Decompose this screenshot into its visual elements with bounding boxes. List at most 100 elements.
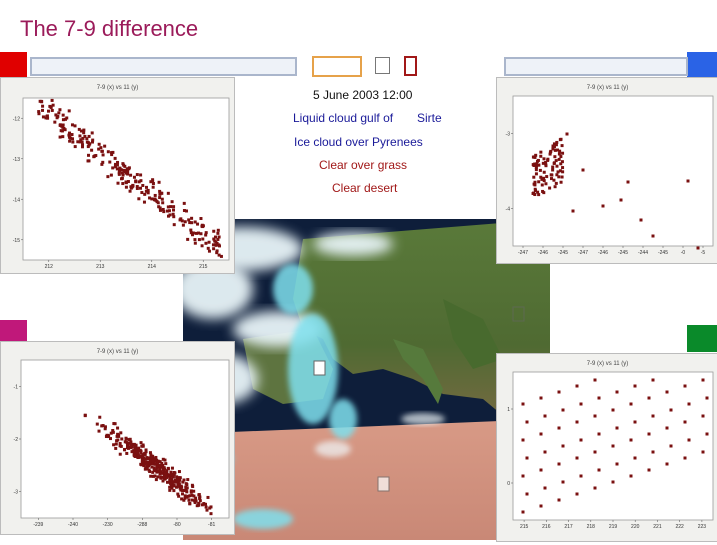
scatter-point bbox=[212, 229, 216, 233]
scatter-point bbox=[215, 241, 219, 245]
scatter-point bbox=[132, 175, 136, 179]
scatter-point bbox=[137, 180, 141, 184]
scatter-point bbox=[94, 154, 98, 158]
scatter-point bbox=[90, 140, 94, 144]
scatter-point bbox=[194, 231, 198, 235]
scatter-point bbox=[73, 124, 77, 128]
scatter-point bbox=[106, 175, 110, 179]
scatter-point bbox=[41, 104, 45, 108]
scatter-point bbox=[100, 149, 104, 153]
scatter-point bbox=[170, 480, 174, 484]
scatter-point bbox=[525, 492, 529, 496]
x-tick-label: 221 bbox=[653, 524, 662, 530]
scatter-point bbox=[179, 488, 183, 492]
scatter-point bbox=[542, 191, 546, 195]
scatter-point bbox=[200, 244, 204, 248]
scatter-point bbox=[181, 480, 185, 484]
scatter-point bbox=[193, 241, 197, 245]
scatter-point bbox=[132, 450, 136, 454]
scatter-point bbox=[536, 158, 540, 162]
x-tick-label: 223 bbox=[698, 524, 707, 530]
scatter-point bbox=[129, 173, 133, 177]
scatter-point bbox=[123, 170, 127, 174]
scatter-point bbox=[141, 183, 145, 187]
scatter-point bbox=[216, 237, 220, 241]
scatter-point bbox=[696, 246, 700, 250]
scatter-point bbox=[629, 438, 633, 442]
scatter-point bbox=[119, 431, 123, 435]
scatter-point bbox=[561, 151, 565, 155]
scatter-point bbox=[534, 172, 538, 176]
scatter-point bbox=[537, 180, 541, 184]
scatter-point bbox=[125, 441, 129, 445]
scatter-point bbox=[191, 233, 195, 237]
scatter-point bbox=[67, 135, 71, 139]
scatter-point bbox=[144, 450, 148, 454]
scatter-point bbox=[54, 113, 58, 117]
y-tick-label: 0 bbox=[507, 481, 510, 487]
scatter-point bbox=[194, 496, 198, 500]
scatter-point bbox=[164, 462, 168, 466]
scatter-point bbox=[170, 466, 174, 470]
scatter-point bbox=[131, 183, 135, 187]
scatter-point bbox=[545, 175, 549, 179]
scatter-point bbox=[82, 128, 86, 132]
x-tick-label: -247 bbox=[518, 250, 528, 256]
x-tick-label: -245 bbox=[558, 250, 568, 256]
scatter-point bbox=[208, 506, 212, 510]
scatter-point bbox=[579, 474, 583, 478]
scatter-point bbox=[647, 432, 651, 436]
scatter-point bbox=[701, 378, 705, 382]
scatter-point bbox=[167, 209, 171, 213]
scatter-point bbox=[705, 396, 709, 400]
scatter-point bbox=[170, 200, 174, 204]
scatter-point bbox=[97, 429, 101, 433]
scatter-point bbox=[182, 488, 186, 492]
scatter-point bbox=[50, 108, 54, 112]
scatter-point bbox=[116, 426, 120, 430]
scatter-point bbox=[639, 218, 643, 222]
scatter-point bbox=[615, 390, 619, 394]
scatter-point bbox=[166, 205, 170, 209]
scatter-point bbox=[174, 485, 178, 489]
scatter-point bbox=[87, 134, 91, 138]
x-tick-label: -0 bbox=[681, 250, 686, 256]
scatter-point bbox=[151, 459, 155, 463]
y-tick-label: -2 bbox=[14, 437, 19, 443]
scatter-point bbox=[172, 223, 176, 227]
annot-ice-cloud: Ice cloud over Pyrenees bbox=[294, 135, 423, 149]
scatter-point bbox=[542, 157, 546, 161]
scatter-point bbox=[139, 462, 143, 466]
scatter-point bbox=[687, 438, 691, 442]
scatter-point bbox=[190, 493, 194, 497]
scatter-point bbox=[216, 228, 220, 232]
scatter-point bbox=[542, 176, 546, 180]
scatter-point bbox=[95, 422, 99, 426]
scatter-point bbox=[183, 494, 187, 498]
x-tick-label: 213 bbox=[96, 264, 105, 270]
scatter-point bbox=[121, 173, 125, 177]
scatter-point bbox=[166, 474, 170, 478]
scatter-point bbox=[152, 466, 156, 470]
scatter-point bbox=[115, 434, 119, 438]
annot-liquid-cloud: Liquid cloud gulf of bbox=[293, 111, 394, 125]
scatter-point bbox=[53, 120, 57, 124]
x-tick-label: 214 bbox=[148, 264, 157, 270]
scatter-point bbox=[61, 113, 65, 117]
scatter-point bbox=[633, 384, 637, 388]
scatter-point bbox=[147, 456, 151, 460]
scatter-point bbox=[669, 408, 673, 412]
scatter-point bbox=[533, 155, 537, 159]
x-tick-label: -239 bbox=[33, 522, 43, 528]
scatter-point bbox=[206, 246, 210, 250]
scatter-point bbox=[46, 116, 50, 120]
scatter-point bbox=[146, 191, 150, 195]
scatter-point bbox=[199, 217, 203, 221]
scatter-point bbox=[539, 468, 543, 472]
scatter-point bbox=[542, 179, 546, 183]
scatter-point bbox=[151, 470, 155, 474]
scatter-point bbox=[143, 192, 147, 196]
scatter-point bbox=[153, 474, 157, 478]
scatter-point bbox=[71, 140, 75, 144]
scatter-point bbox=[186, 478, 190, 482]
